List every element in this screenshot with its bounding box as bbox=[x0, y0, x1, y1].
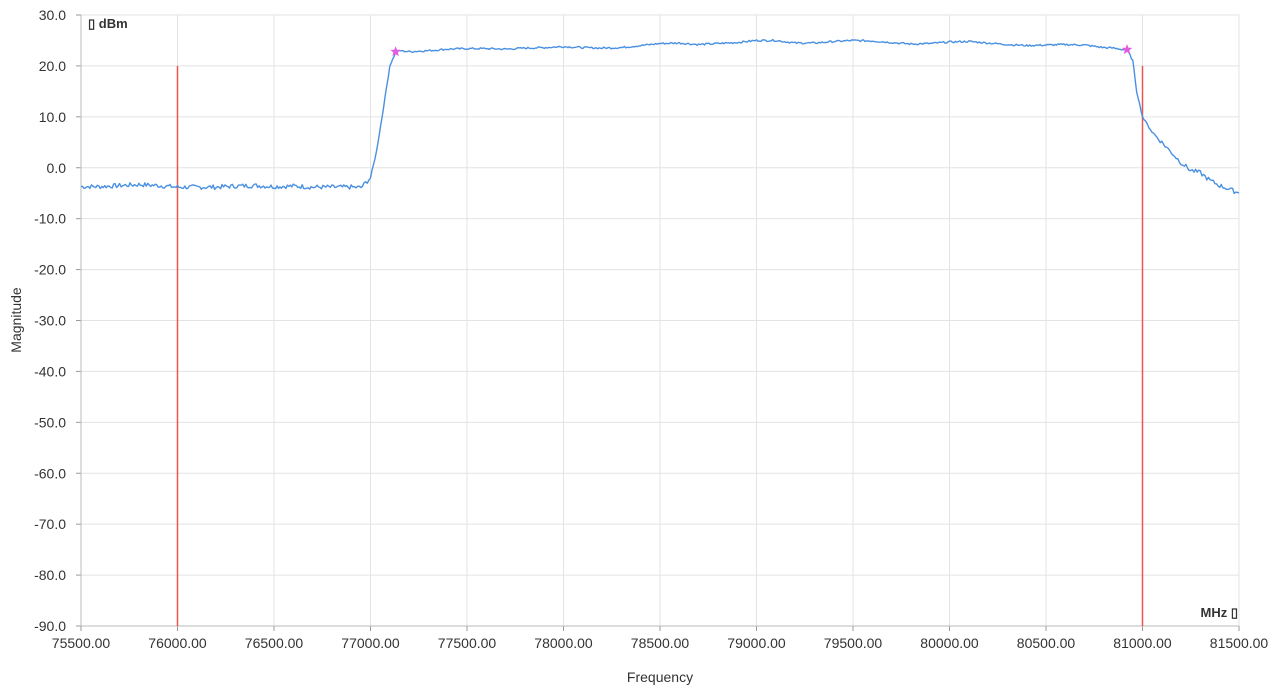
markers bbox=[390, 44, 1133, 57]
y-tick-label: -50.0 bbox=[34, 414, 66, 430]
y-tick-label: 30.0 bbox=[39, 7, 66, 23]
y-tick-label: -90.0 bbox=[34, 618, 66, 634]
axes bbox=[76, 14, 1240, 631]
y-tick-label: -10.0 bbox=[34, 211, 66, 227]
x-tick-label: 75500.00 bbox=[52, 635, 111, 651]
y-tick-labels: 30.0 20.0 10.0 0.0 -10.0 -20.0 -30.0 -40.0 -50.0… bbox=[34, 7, 66, 634]
y-tick-label: -30.0 bbox=[34, 313, 66, 329]
limit-lines bbox=[176, 65, 1144, 626]
x-tick-label: 78500.00 bbox=[631, 635, 690, 651]
y-tick-label: -40.0 bbox=[34, 363, 66, 379]
y-tick-label: -70.0 bbox=[34, 516, 66, 532]
x-axis-title: Frequency bbox=[627, 669, 693, 685]
x-tick-label: 77500.00 bbox=[438, 635, 497, 651]
y-tick-label: 20.0 bbox=[39, 58, 66, 74]
x-tick-label: 81500.00 bbox=[1210, 635, 1269, 651]
trace-layer bbox=[80, 38, 1240, 195]
x-tick-label: 80000.00 bbox=[920, 635, 979, 651]
y-tick-label: -80.0 bbox=[34, 567, 66, 583]
y-unit-label: ▯ dBm bbox=[88, 16, 128, 31]
grid bbox=[80, 14, 1240, 627]
x-tick-label: 78000.00 bbox=[534, 635, 593, 651]
y-tick-label: -60.0 bbox=[34, 465, 66, 481]
y-axis-title: Magnitude bbox=[8, 287, 24, 353]
x-tick-label: 76500.00 bbox=[245, 635, 304, 651]
x-tick-label: 81000.00 bbox=[1113, 635, 1172, 651]
marker-star-icon[interactable] bbox=[1121, 44, 1133, 55]
x-tick-label: 76000.00 bbox=[148, 635, 207, 651]
x-tick-label: 79500.00 bbox=[824, 635, 883, 651]
y-tick-label: -20.0 bbox=[34, 262, 66, 278]
y-tick-label: 10.0 bbox=[39, 109, 66, 125]
x-tick-labels: 75500.00 76000.00 76500.00 77000.00 77500.00… bbox=[52, 635, 1269, 651]
marker-star-icon[interactable] bbox=[390, 46, 401, 57]
trace-line bbox=[80, 38, 1240, 195]
y-tick-label: 0.0 bbox=[47, 160, 67, 176]
x-tick-label: 77000.00 bbox=[341, 635, 400, 651]
x-tick-label: 79000.00 bbox=[727, 635, 786, 651]
x-tick-label: 80500.00 bbox=[1017, 635, 1076, 651]
x-unit-label: MHz ▯ bbox=[1201, 605, 1238, 620]
